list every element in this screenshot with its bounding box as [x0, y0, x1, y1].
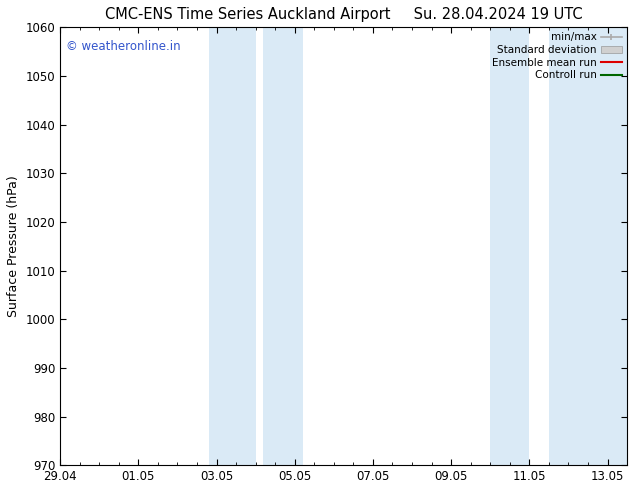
Y-axis label: Surface Pressure (hPa): Surface Pressure (hPa): [7, 175, 20, 317]
Bar: [490, 27, 529, 465]
Text: © weatheronline.in: © weatheronline.in: [66, 40, 181, 53]
Bar: [549, 27, 627, 465]
Title: CMC-ENS Time Series Auckland Airport     Su. 28.04.2024 19 UTC: CMC-ENS Time Series Auckland Airport Su.…: [105, 7, 583, 22]
Bar: [264, 27, 302, 465]
Bar: [209, 27, 256, 465]
Legend: min/max, Standard deviation, Ensemble mean run, Controll run: min/max, Standard deviation, Ensemble me…: [490, 30, 624, 82]
